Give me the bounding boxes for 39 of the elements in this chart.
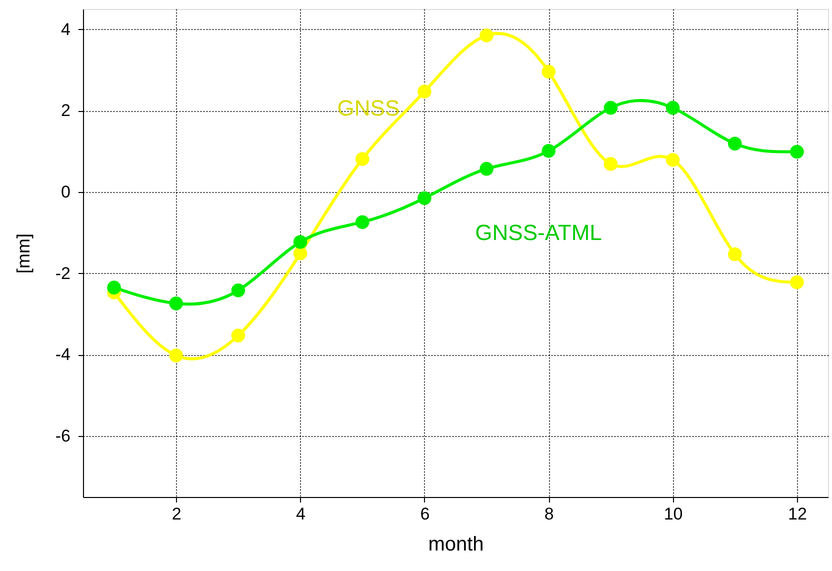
point — [169, 348, 184, 362]
point — [604, 157, 618, 171]
point — [542, 64, 556, 79]
y-tick-label: 2 — [61, 101, 70, 120]
x-tick-label: 12 — [788, 504, 807, 524]
x-tick-label: 8 — [544, 504, 554, 524]
x-axis-title: month — [428, 534, 484, 556]
point — [790, 275, 804, 290]
x-tick-label: 6 — [420, 504, 430, 524]
x-tick-label: 2 — [172, 504, 182, 524]
point — [542, 144, 556, 158]
point — [666, 152, 680, 167]
x-tick-label: 4 — [296, 504, 306, 524]
point — [169, 296, 184, 310]
point — [728, 136, 742, 150]
point — [293, 246, 308, 260]
point — [418, 84, 432, 98]
y-tick-label: 4 — [61, 20, 70, 39]
point — [418, 191, 432, 205]
point — [355, 215, 370, 229]
y-tick-label: 0 — [61, 182, 70, 202]
point — [480, 28, 494, 42]
point — [604, 100, 618, 115]
y-tick-label: -4 — [55, 345, 70, 364]
point — [231, 284, 246, 298]
point — [480, 162, 494, 176]
y-tick-label: -6 — [55, 426, 70, 446]
point — [107, 280, 121, 294]
y-axis-title: [mm] — [13, 234, 34, 274]
series-label: GNSS-ATML — [475, 220, 602, 245]
y-tick-label: -2 — [55, 264, 70, 283]
point — [293, 235, 308, 249]
series-label: GNSS — [337, 96, 400, 121]
x-tick-label: 10 — [664, 504, 683, 524]
point — [355, 152, 370, 166]
point — [728, 247, 742, 262]
point — [790, 144, 804, 159]
point — [231, 328, 246, 342]
point — [666, 100, 680, 115]
